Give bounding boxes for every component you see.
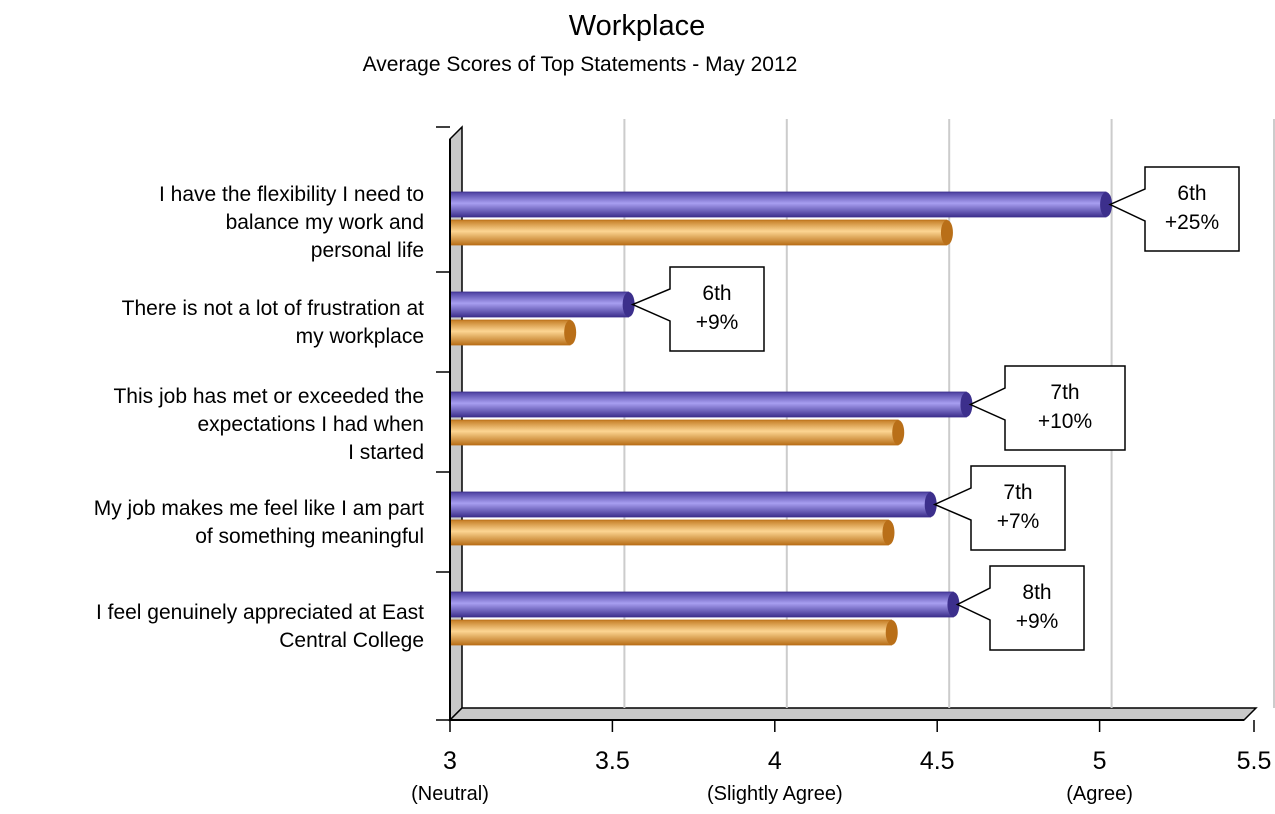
callout-text: 7th xyxy=(1050,381,1079,404)
category-label-line: I started xyxy=(348,441,424,464)
category-label-line: balance my work and xyxy=(226,211,424,234)
chart-title: Workplace xyxy=(569,10,705,42)
x-tick-label: 3.5 xyxy=(595,747,630,775)
bar-cap xyxy=(940,220,953,245)
category-label: My job makes me feel like I am part of so… xyxy=(94,497,424,548)
category-label-line: I feel genuinely appreciated at East xyxy=(96,601,424,624)
callout-text: +9% xyxy=(696,311,739,334)
x-tick-label: 4.5 xyxy=(920,747,955,775)
callout-text: 6th xyxy=(1177,182,1206,205)
bar-cap xyxy=(892,420,905,445)
x-tick-label: 5 xyxy=(1093,747,1107,775)
bar-series-2 xyxy=(449,319,571,346)
category-label-line: My job makes me feel like I am part xyxy=(94,497,424,520)
bar-series-1 xyxy=(449,291,630,318)
bar-cap xyxy=(564,320,577,345)
category-label: I have the flexibility I need to balance … xyxy=(159,183,424,262)
bar-series-1 xyxy=(449,591,954,618)
x-tick-sublabel: (Neutral) xyxy=(411,783,489,805)
bar-cap xyxy=(1100,192,1113,217)
x-tick-sublabel: (Agree) xyxy=(1066,783,1133,805)
bar-cap xyxy=(924,492,937,517)
category-label: I feel genuinely appreciated at East Cent… xyxy=(96,601,424,652)
bar-cap xyxy=(622,292,635,317)
x-tick-label: 4 xyxy=(768,747,782,775)
x-tick-label: 3 xyxy=(443,747,457,775)
bar-cap xyxy=(882,520,895,545)
category-label-line: I have the flexibility I need to xyxy=(159,183,424,206)
bar-series-2 xyxy=(449,219,948,246)
callout-text: 8th xyxy=(1022,581,1051,604)
bar-series-1 xyxy=(449,191,1107,218)
bar-cap xyxy=(947,592,960,617)
callout-text: +25% xyxy=(1165,211,1219,234)
category-label-line: my workplace xyxy=(296,325,424,348)
bar-cap xyxy=(960,392,973,417)
bar-series-1 xyxy=(449,391,967,418)
bar-series-2 xyxy=(449,619,893,646)
chart-subtitle: Average Scores of Top Statements - May 2… xyxy=(363,53,798,76)
category-label-line: There is not a lot of frustration at xyxy=(122,297,424,320)
category-label: This job has met or exceeded the expectat… xyxy=(113,385,424,464)
callout-box xyxy=(630,266,765,352)
callout-box xyxy=(955,565,1085,651)
chart-floor xyxy=(448,707,1258,721)
callout-box xyxy=(1108,166,1240,252)
category-label-line: of something meaningful xyxy=(195,525,424,548)
x-tick-sublabel: (Slightly Agree) xyxy=(707,783,843,805)
callout-text: +7% xyxy=(997,510,1040,533)
bar-series-2 xyxy=(449,519,889,546)
callout-text: +10% xyxy=(1038,410,1092,433)
callout-text: 7th xyxy=(1003,481,1032,504)
category-label-line: This job has met or exceeded the xyxy=(113,385,424,408)
category-label-line: expectations I had when xyxy=(198,413,425,436)
bar-series-2 xyxy=(449,419,899,446)
category-label: There is not a lot of frustration at my w… xyxy=(122,297,424,348)
bar-cap xyxy=(885,620,898,645)
callout-box xyxy=(968,365,1126,451)
x-tick-label: 5.5 xyxy=(1237,747,1272,775)
category-label-line: Central College xyxy=(279,629,424,652)
callout-text: +9% xyxy=(1016,610,1059,633)
callout-text: 6th xyxy=(702,282,731,305)
bar-series-1 xyxy=(449,491,932,518)
category-label-line: personal life xyxy=(311,239,424,262)
callout-box xyxy=(932,465,1066,551)
plot-area: 3 (Neutral) 3.5 4 (Slightly Agree) 4.5 5 (Agree… xyxy=(94,119,1275,805)
